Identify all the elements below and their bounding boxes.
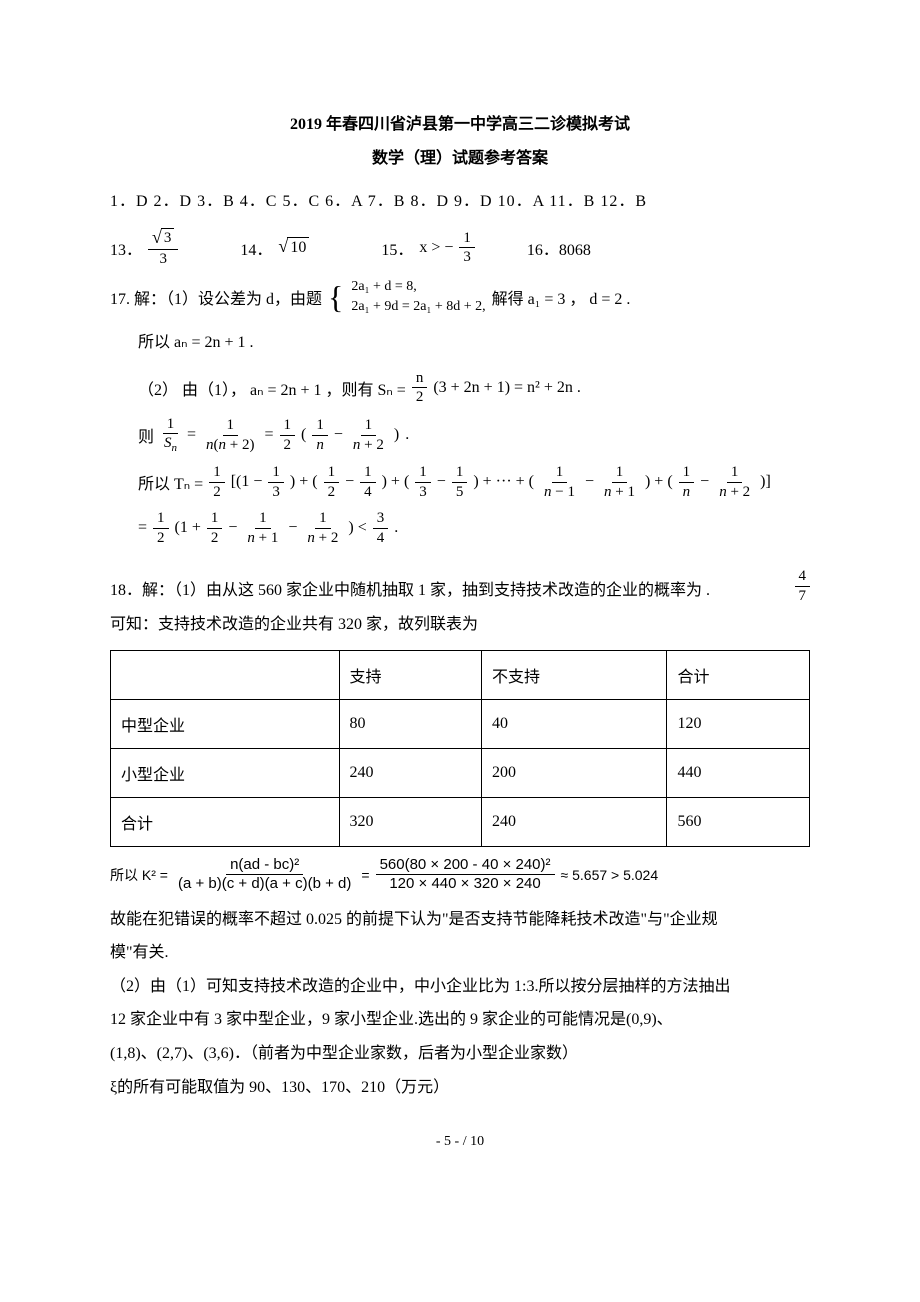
q17-p2a: （2） 由（1）， aₙ = 2n + 1 ，则有 Sₙ = n 2 (3 + …	[138, 370, 810, 406]
q15-frac: 1 3	[459, 230, 475, 266]
q14-sqrt: √10	[278, 237, 309, 257]
exam-title: 2019 年春四川省泸县第一中学高三二诊模拟考试	[110, 110, 810, 134]
q18-p2b: 12 家企业中有 3 家中型企业，9 家小型企业.选出的 9 家企业的可能情况是…	[110, 1003, 810, 1037]
q15-lhs: x > −	[419, 239, 453, 257]
q17-last: = 12 (1 + 12 − 1n + 1 − 1n + 2 ) < 34 .	[138, 510, 810, 546]
q18-p2c: (1,8)、(2,7)、(3,6)．（前者为中型企业家数，后者为小型企业家数）	[110, 1037, 810, 1071]
q18-open: 18．解：（1）由从这 560 家企业中随机抽取 1 家，抽到支持技术改造的企业…	[110, 574, 810, 608]
th-support: 支持	[339, 650, 481, 699]
page-footer: - 5 - / 10	[110, 1134, 810, 1150]
q13-label: 13．	[110, 236, 142, 260]
q18-p2d: ξ的所有可能取值为 90、130、170、210（万元）	[110, 1071, 810, 1105]
contingency-table: 支持 不支持 合计 中型企业 80 40 120 小型企业 240 200 44…	[110, 650, 810, 847]
table-header-row: 支持 不支持 合计	[111, 650, 810, 699]
q17-line1: 17. 解：（1）设公差为 d，由题 { 2a₁ + d = 8, 2a₁ + …	[110, 277, 810, 316]
q17-tn: 所以 Tₙ = 12 [(1 − 13 ) + ( 12 − 14 ) + ( …	[138, 464, 810, 500]
q18-conc1: 故能在犯错误的概率不超过 0.025 的前提下认为"是否支持节能降耗技术改造"与…	[110, 903, 810, 937]
q17-inv: 则 1Sn = 1n(n + 2) = 12 ( 1n − 1n + 2 ) .	[138, 416, 810, 455]
mc-answers: 1．D 2．D 3．B 4．C 5．C 6．A 7．B 8．D 9．D 10．A…	[110, 186, 810, 218]
th-total: 合计	[667, 650, 810, 699]
q15-label: 15．	[381, 236, 413, 260]
q13-frac: √3 3	[148, 228, 178, 267]
q18-conc2: 模"有关.	[110, 936, 810, 970]
table-row: 合计 320 240 560	[111, 797, 810, 846]
th-blank	[111, 650, 340, 699]
fillin-row: 13． √3 3 14． √10 15． x > − 1 3 16．8068	[110, 228, 810, 267]
q17-an: 所以 aₙ = 2n + 1 .	[138, 326, 810, 360]
q14-label: 14．	[240, 236, 272, 260]
k2-formula: 所以 K² = n(ad - bc)² (a + b)(c + d)(a + c…	[110, 857, 810, 893]
q18-line2: 可知：支持技术改造的企业共有 320 家，故列联表为	[110, 608, 810, 642]
subject-title: 数学（理）试题参考答案	[110, 144, 810, 168]
th-nosupport: 不支持	[481, 650, 667, 699]
q16: 16．8068	[527, 236, 591, 260]
q18-p2a: （2）由（1）可知支持技术改造的企业中，中小企业比为 1:3.所以按分层抽样的方…	[110, 970, 810, 1004]
table-row: 中型企业 80 40 120	[111, 699, 810, 748]
table-row: 小型企业 240 200 440	[111, 748, 810, 797]
